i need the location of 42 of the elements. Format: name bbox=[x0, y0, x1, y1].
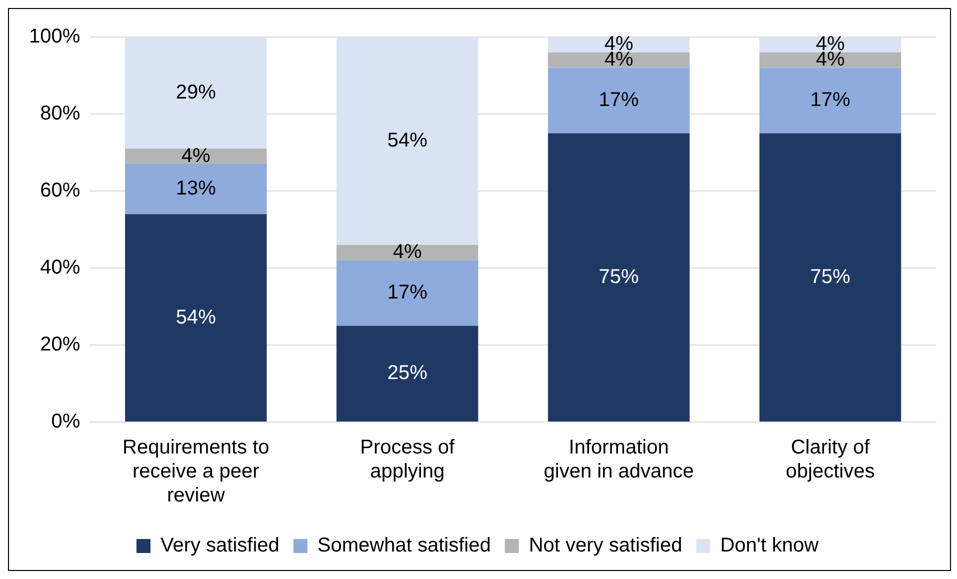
bar bbox=[336, 244, 478, 260]
bar bbox=[548, 52, 690, 68]
x-tick-label: Information given in advance bbox=[544, 436, 694, 483]
x-tick-label: Clarity of objectives bbox=[786, 436, 875, 483]
data-label: 54% bbox=[176, 306, 216, 328]
data-label: 17% bbox=[810, 89, 850, 112]
bar bbox=[125, 37, 267, 149]
bar bbox=[336, 260, 478, 326]
bar bbox=[125, 148, 267, 164]
y-tick-label: 100% bbox=[28, 26, 80, 48]
bar bbox=[548, 133, 690, 422]
data-label: 29% bbox=[176, 81, 216, 104]
bar bbox=[759, 133, 902, 422]
legend-label: Somewhat satisfied bbox=[317, 534, 491, 557]
bar bbox=[548, 68, 690, 134]
bar bbox=[125, 214, 267, 422]
x-tick-label: Process of applying bbox=[360, 436, 456, 483]
legend-label: Very satisfied bbox=[160, 534, 280, 557]
bar bbox=[336, 326, 478, 422]
y-tick-label: 80% bbox=[40, 102, 80, 125]
legend-label: Not very satisfied bbox=[528, 534, 682, 557]
data-label: 25% bbox=[387, 362, 428, 384]
y-tick-label: 0% bbox=[51, 410, 80, 433]
y-tick-label: 20% bbox=[40, 334, 80, 356]
data-label: 75% bbox=[810, 266, 850, 288]
y-tick-label: 60% bbox=[40, 180, 80, 202]
legend-label: Don't know bbox=[720, 534, 820, 557]
bar bbox=[759, 37, 902, 52]
data-label: 13% bbox=[176, 178, 216, 200]
data-label: 75% bbox=[598, 266, 640, 288]
x-tick-label: Requirements to receive a peer review bbox=[122, 436, 270, 507]
bar bbox=[336, 37, 478, 245]
bar bbox=[125, 164, 267, 214]
bar bbox=[759, 52, 902, 68]
data-label: 17% bbox=[598, 89, 640, 112]
bar bbox=[759, 68, 902, 134]
bar bbox=[548, 37, 690, 52]
data-label: 54% bbox=[387, 129, 428, 152]
y-tick-label: 40% bbox=[40, 256, 80, 279]
data-label: 4% bbox=[181, 144, 211, 167]
data-label: 4% bbox=[392, 241, 422, 264]
data-label: 17% bbox=[387, 282, 428, 304]
